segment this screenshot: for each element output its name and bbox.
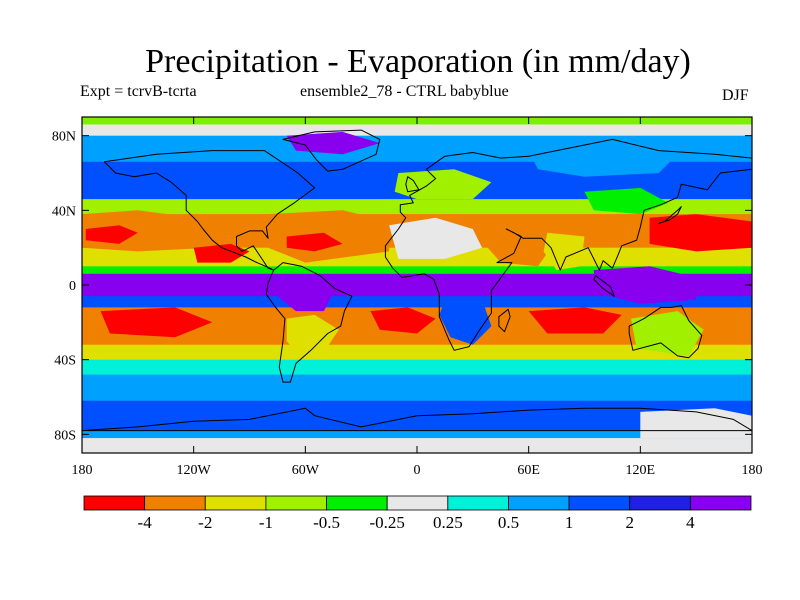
colorbar-swatch <box>508 495 570 511</box>
field-band-1 <box>82 124 752 137</box>
coastline-australia <box>628 305 703 359</box>
region-northwest-pacific-red <box>649 214 752 252</box>
lat-tick-label: 80N <box>52 130 76 145</box>
field-band-7 <box>82 266 752 275</box>
colorbar-label: 0.25 <box>433 513 463 532</box>
experiment-label: Expt = tcrvB-tcrta <box>80 83 197 100</box>
colorbar-swatch <box>386 495 449 511</box>
colorbar-label: -4 <box>138 513 153 532</box>
lat-tick-label: 40S <box>54 354 76 369</box>
field-regions <box>82 131 752 439</box>
region-south-indian-red <box>528 307 622 334</box>
lon-tick-label: 60E <box>517 463 540 478</box>
coastline-south-america <box>265 262 353 383</box>
colorbar-label: -2 <box>198 513 212 532</box>
coastline-greenland <box>282 129 381 172</box>
field-band-9 <box>82 296 752 308</box>
coastline-north-america <box>103 150 316 271</box>
colorbar-swatch <box>326 495 388 511</box>
region-siberia-lightblue <box>528 146 678 177</box>
colorbar-label: -0.5 <box>313 513 340 532</box>
region-south-pacific-red <box>100 307 213 338</box>
colorbar-swatch <box>447 495 509 511</box>
field-band-8 <box>82 273 752 297</box>
colorbar-label: 0.5 <box>498 513 519 532</box>
lon-tick-label: 120W <box>177 463 212 478</box>
colorbar-swatch <box>144 495 206 511</box>
field-band-12 <box>82 359 752 376</box>
field-band-15 <box>82 430 752 439</box>
colorbar-swatch <box>265 495 327 511</box>
colorbar-label: 1 <box>565 513 574 532</box>
colorbar-swatch <box>83 495 146 511</box>
colorbar-label: -1 <box>259 513 273 532</box>
field-band-4 <box>82 199 752 215</box>
colorbar-label: 4 <box>686 513 695 532</box>
colorbar-label: -0.25 <box>369 513 404 532</box>
region-southern-africa-blue <box>439 299 492 345</box>
coastline-africa-eurasia <box>384 138 752 351</box>
coastline-borneo-sumatra <box>593 275 615 297</box>
region-north-atlantic-red <box>286 232 343 252</box>
region-maritime-continent-purple <box>593 266 697 304</box>
colorbar-swatch <box>204 495 267 511</box>
colorbar-swatch <box>629 495 691 511</box>
region-south-atlantic-red <box>370 307 436 334</box>
lon-tick-label: 60W <box>292 463 320 478</box>
region-south-america-yellow <box>286 314 339 360</box>
ensemble-label: ensemble2_78 - CTRL babyblue <box>300 83 509 100</box>
colorbar-swatch <box>689 495 752 511</box>
figure-title: Precipitation - Evaporation (in mm/day) <box>145 43 691 80</box>
region-arctic-purple <box>286 131 380 155</box>
region-india-yellow <box>543 232 585 271</box>
lon-tick-label: 180 <box>72 463 93 478</box>
region-antarctic-gray <box>640 408 752 439</box>
region-europe-green <box>394 169 492 200</box>
field-band-16 <box>82 438 752 453</box>
lat-tick-label: 0 <box>69 279 76 294</box>
region-east-pacific-red <box>193 243 250 263</box>
lat-tick-label: 80S <box>54 428 76 443</box>
region-north-pacific-red <box>85 225 138 244</box>
lat-tick-label: 40N <box>52 204 76 219</box>
lon-tick-label: 120E <box>626 463 656 478</box>
lon-tick-label: 180 <box>742 463 763 478</box>
region-australia-green <box>631 311 704 356</box>
field-band-13 <box>82 374 752 402</box>
coastline-antarctica <box>82 407 752 432</box>
lon-tick-label: 0 <box>414 463 421 478</box>
field-band-11 <box>82 344 752 361</box>
colorbar-swatch <box>568 495 631 511</box>
coastlines <box>82 129 752 432</box>
colorbar: -4 -2 -1 -0.5 -0.25 0.25 0.5 1 2 4 <box>83 495 752 532</box>
region-amazon-purple <box>277 277 334 312</box>
coastline-madagascar <box>498 308 511 333</box>
colorbar-label: 2 <box>625 513 634 532</box>
coastline-japan <box>658 206 682 224</box>
map-axis-ticks: 80N 40N 0 40S 80S 180 120W 60W 0 60E 120E 180 <box>52 117 763 478</box>
region-sahara-gray <box>389 217 483 259</box>
season-label: DJF <box>722 87 749 104</box>
coastline-uk <box>405 176 420 193</box>
region-east-asia-green <box>584 187 669 215</box>
